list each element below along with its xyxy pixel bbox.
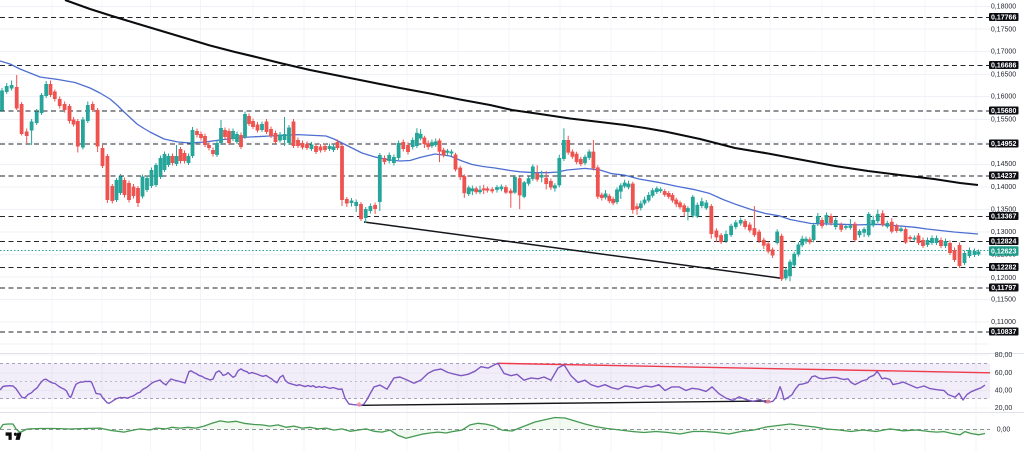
svg-text:0,14500: 0,14500 (991, 161, 1016, 168)
svg-text:0,10837: 0,10837 (991, 329, 1016, 336)
svg-text:0,13367: 0,13367 (991, 214, 1016, 221)
svg-text:20,00: 20,00 (995, 405, 1013, 412)
svg-text:0,12000: 0,12000 (991, 275, 1016, 282)
svg-text:0,13000: 0,13000 (991, 229, 1016, 236)
svg-text:0,14952: 0,14952 (991, 141, 1016, 148)
svg-text:0,14000: 0,14000 (991, 184, 1016, 191)
svg-text:0,12824: 0,12824 (991, 239, 1016, 246)
svg-text:0,16500: 0,16500 (991, 72, 1016, 79)
svg-text:0,17500: 0,17500 (991, 27, 1016, 34)
svg-text:0,18000: 0,18000 (991, 4, 1016, 11)
svg-text:80,00: 80,00 (995, 352, 1013, 359)
svg-text:0,12282: 0,12282 (991, 265, 1016, 272)
svg-text:40,00: 40,00 (995, 387, 1013, 394)
svg-text:0,14237: 0,14237 (991, 173, 1016, 180)
svg-text:0,15500: 0,15500 (991, 117, 1016, 124)
svg-text:0,16686: 0,16686 (991, 63, 1016, 70)
svg-text:0,17766: 0,17766 (991, 15, 1016, 22)
svg-text:0,12623: 0,12623 (991, 249, 1016, 256)
svg-text:0,11000: 0,11000 (991, 319, 1016, 326)
svg-text:60,00: 60,00 (995, 370, 1013, 377)
svg-text:0,00: 0,00 (997, 427, 1011, 434)
svg-text:0,17000: 0,17000 (991, 49, 1016, 56)
svg-text:0,11500: 0,11500 (991, 297, 1016, 304)
svg-text:0,11797: 0,11797 (991, 285, 1016, 292)
svg-text:0,16000: 0,16000 (991, 94, 1016, 101)
svg-text:0,15680: 0,15680 (991, 108, 1016, 115)
svg-text:0,13500: 0,13500 (991, 207, 1016, 214)
